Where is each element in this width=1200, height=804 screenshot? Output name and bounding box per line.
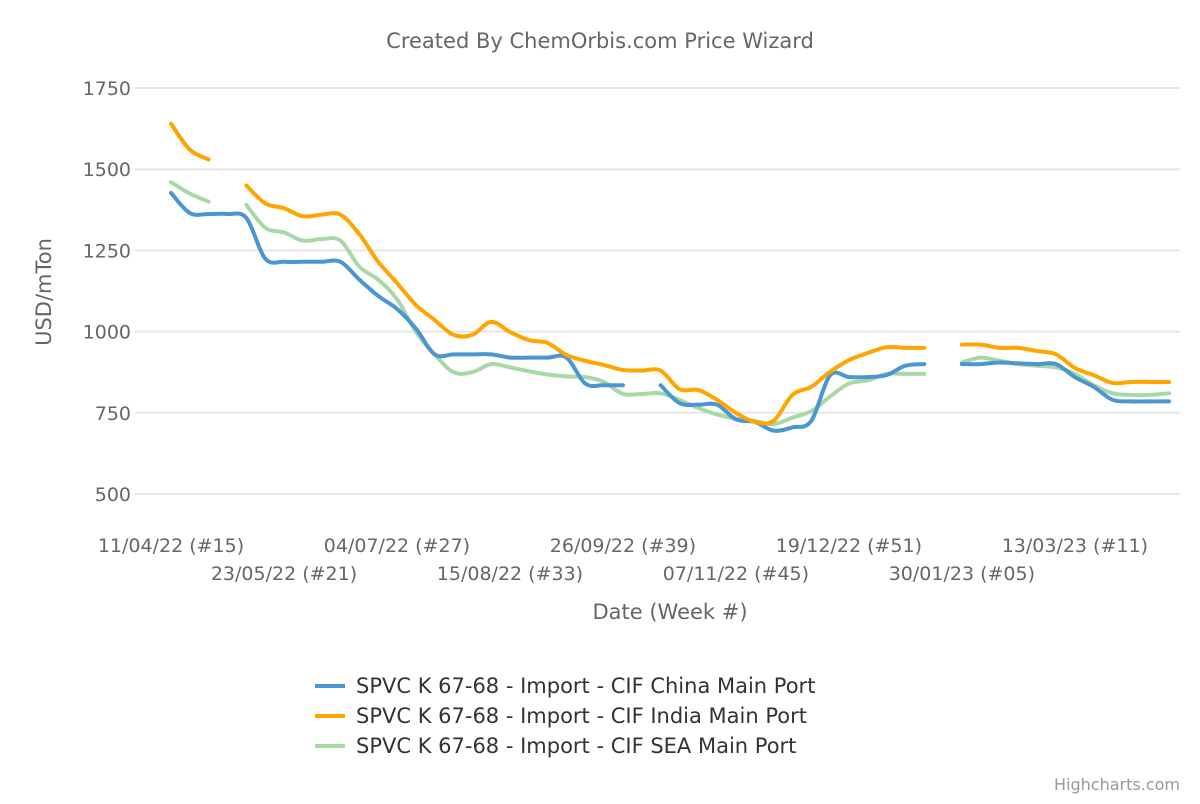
y-axis-title: USD/mTon [32,238,56,346]
legend-label: SPVC K 67-68 - Import - CIF SEA Main Por… [356,734,796,758]
y-tick-label: 1000 [83,322,131,344]
credits[interactable]: Highcharts.com [1054,775,1180,794]
y-tick-label: 500 [95,484,131,506]
series-line-segment[interactable] [169,190,625,389]
series-line-segment[interactable] [244,183,927,426]
series-india[interactable] [169,121,1171,426]
legend-label: SPVC K 67-68 - Import - CIF India Main P… [356,704,807,728]
y-tick-label: 1500 [83,159,131,181]
legend-item[interactable]: SPVC K 67-68 - Import - CIF China Main P… [315,674,815,698]
y-tick-label: 750 [95,403,131,425]
series-line-segment[interactable] [244,202,927,427]
x-tick-label: 30/01/23 (#05) [889,563,1035,585]
legend-item[interactable]: SPVC K 67-68 - Import - CIF India Main P… [315,704,807,728]
x-tick-label: 07/11/22 (#45) [663,563,809,585]
x-tick-label: 26/09/22 (#39) [550,535,696,557]
series-line-segment[interactable] [959,360,1171,404]
legend-label: SPVC K 67-68 - Import - CIF China Main P… [356,674,815,698]
x-tick-label: 15/08/22 (#33) [437,563,583,585]
legend-item[interactable]: SPVC K 67-68 - Import - CIF SEA Main Por… [315,734,796,758]
x-tick-label: 11/04/22 (#15) [98,535,244,557]
x-axis-title: Date (Week #) [592,600,747,624]
y-tick-label: 1750 [83,78,131,100]
x-tick-label: 19/12/22 (#51) [776,535,922,557]
x-tick-label: 04/07/22 (#27) [324,535,470,557]
chart-title: Created By ChemOrbis.com Price Wizard [386,29,814,53]
y-tick-label: 1250 [83,240,131,262]
x-tick-label: 23/05/22 (#21) [211,563,357,585]
series-sea[interactable] [169,180,1171,427]
legend: SPVC K 67-68 - Import - CIF China Main P… [315,674,815,758]
series-line-segment[interactable] [169,121,211,162]
series-line-segment[interactable] [169,180,211,204]
series-china[interactable] [169,190,1171,433]
x-tick-label: 13/03/23 (#11) [1002,535,1148,557]
series-line-segment[interactable] [658,362,927,433]
series-line-segment[interactable] [959,342,1171,386]
